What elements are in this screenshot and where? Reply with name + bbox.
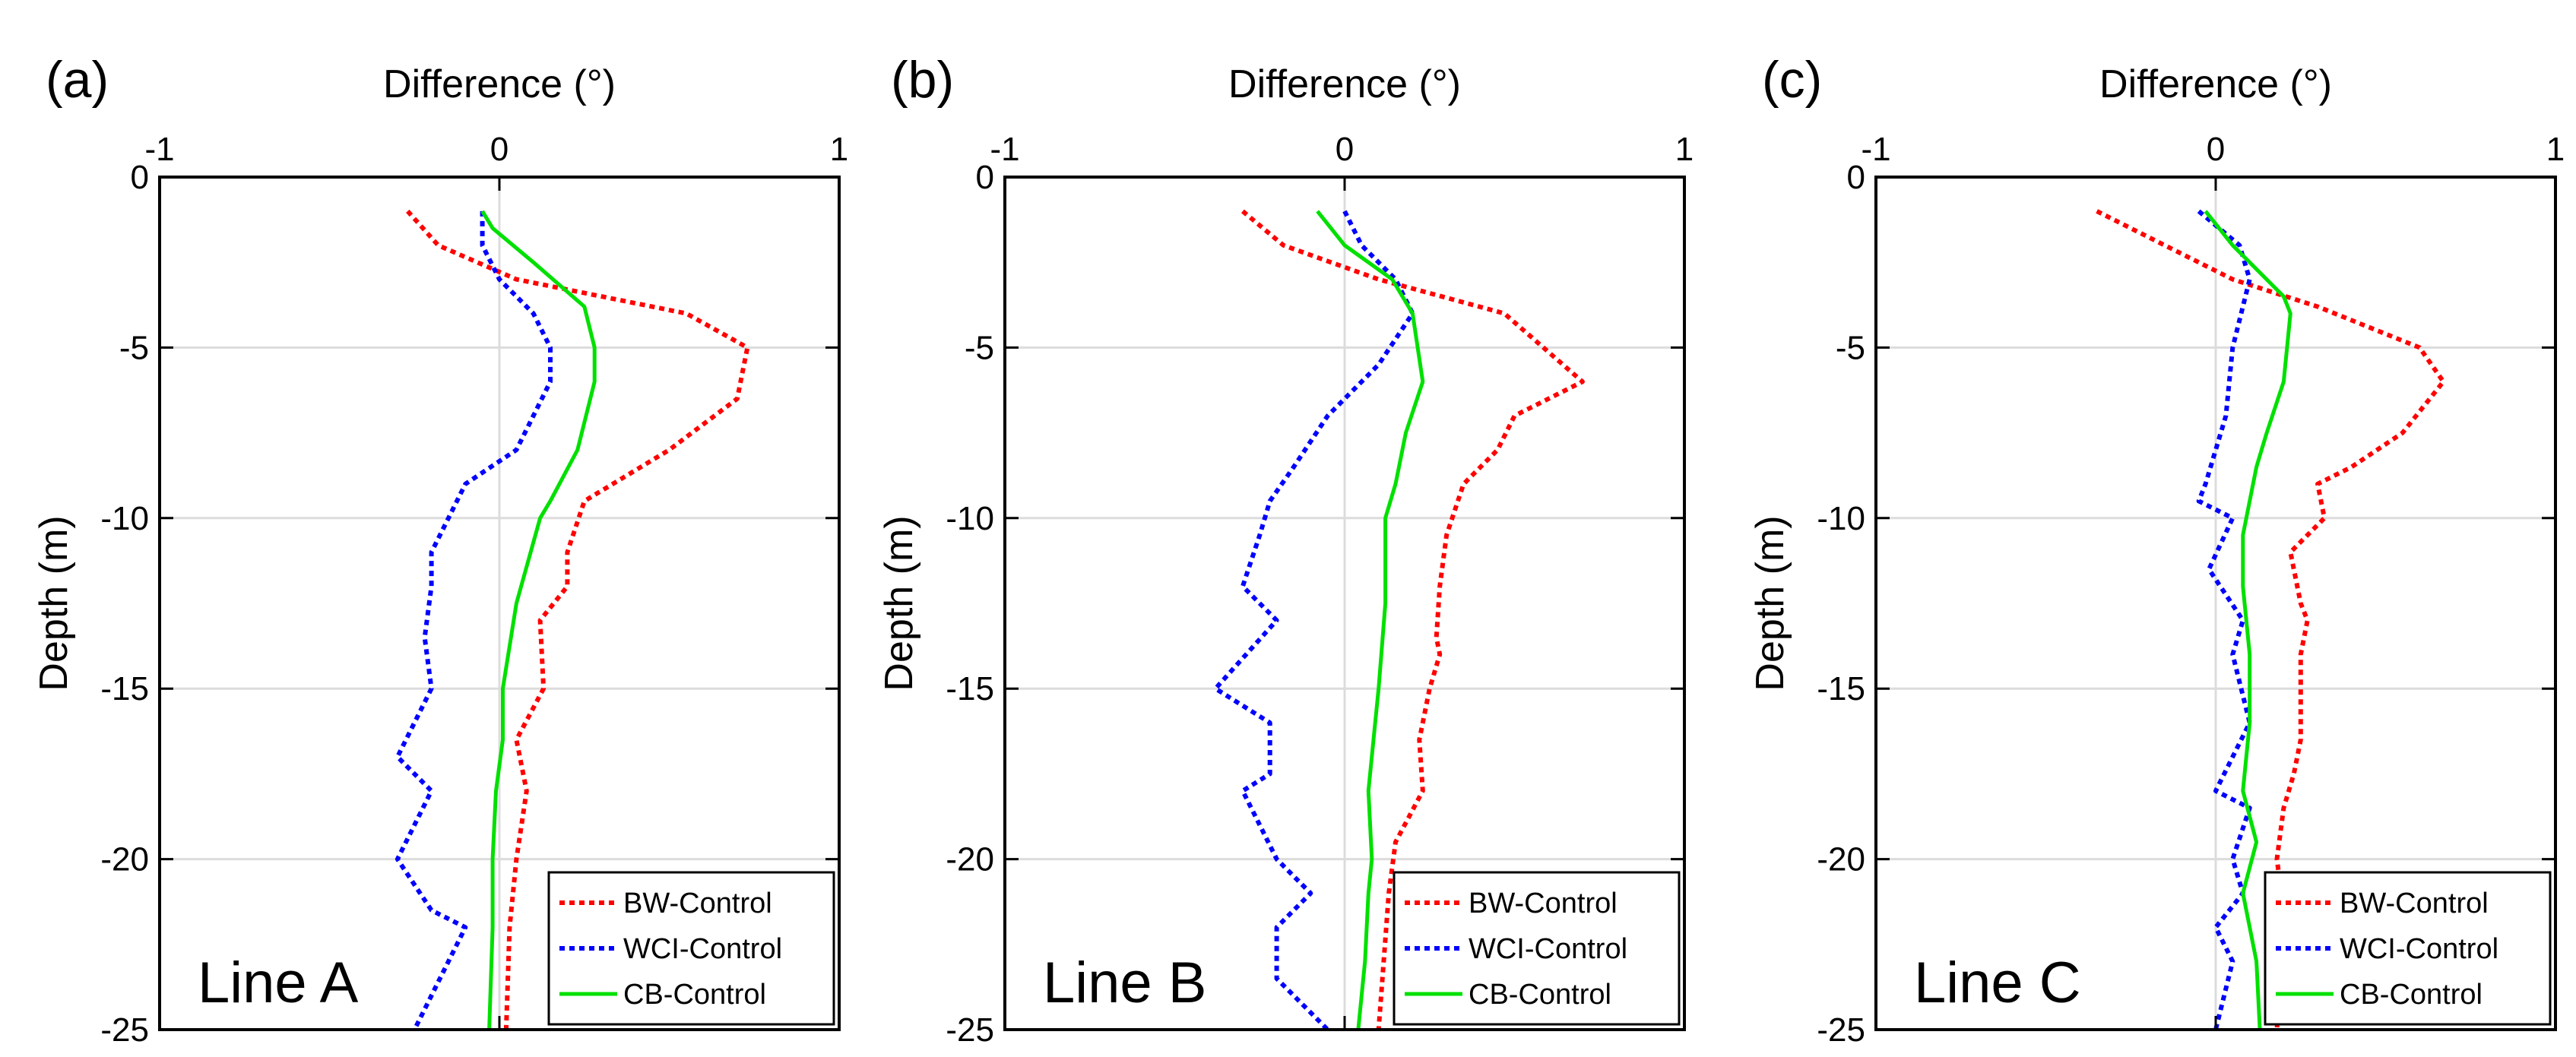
series-line-cb-control [2204,210,2292,1030]
x-tick-label: -1 [144,131,174,168]
y-axis-title: Depth (m) [877,515,921,691]
legend-label: WCI-Control [623,933,782,965]
series-line-bw-control [2096,209,2446,1030]
x-tick-label: 0 [2207,131,2225,168]
x-tick-label: 1 [1675,131,1694,168]
series-line-wci-control [394,210,553,1031]
legend-label: WCI-Control [1469,933,1627,965]
x-tick-label: 0 [490,131,509,168]
series-line-wci-control [2196,209,2252,1030]
x-tick-label: 1 [2546,131,2565,168]
y-tick-label: -10 [100,500,149,537]
legend-box [1393,871,1681,1026]
y-tick-label: -5 [965,329,994,366]
series-line-bw-control [406,209,750,1030]
legend-label: CB-Control [623,979,766,1011]
panel-label: (c) [1762,51,1822,109]
series-line-cb-control [480,210,597,1030]
x-tick-label: -1 [990,131,1019,168]
y-tick-label: -20 [100,841,149,878]
legend-label: CB-Control [2340,979,2483,1011]
y-axis-title: Depth (m) [32,515,76,691]
x-axis-title: Difference (°) [1228,62,1461,106]
y-tick-label: -20 [1817,841,1865,878]
panel-a: -1 0 10-5-10-15-20-25(a) Difference (°)Dept… [32,51,848,1049]
y-tick-label: -15 [1817,670,1865,707]
line-label: Line A [198,951,359,1015]
legend-label: BW-Control [1469,888,1618,919]
series-line-cb-control [1316,210,1425,1030]
legend-label: CB-Control [1469,979,1611,1011]
y-tick-label: -15 [946,670,994,707]
panel-label: (a) [46,51,109,109]
x-tick-label: 1 [830,131,848,168]
panel-c: -1 0 10-5-10-15-20-25(c) Difference (°)Dept… [1748,51,2565,1049]
y-tick-label: 0 [976,159,994,196]
y-tick-label: -25 [946,1011,994,1049]
y-tick-label: 0 [131,159,149,196]
y-tick-label: -5 [119,329,149,366]
y-tick-label: -25 [100,1011,149,1049]
series-line-wci-control [1213,210,1415,1032]
y-tick-label: 0 [1847,159,1865,196]
legend-label: WCI-Control [2340,933,2498,965]
series-line-bw-control [1240,209,1585,1030]
y-tick-label: -15 [100,670,149,707]
y-tick-label: -10 [1817,500,1865,537]
y-tick-label: -5 [1836,329,1865,366]
panel-label: (b) [891,51,954,109]
x-tick-label: -1 [1861,131,1890,168]
x-axis-title: Difference (°) [2099,62,2332,106]
legend-label: BW-Control [2340,888,2489,919]
panel-b: -1 0 10-5-10-15-20-25(b) Difference (°)Dept… [877,51,1694,1049]
legend-box [2264,871,2552,1026]
x-axis-title: Difference (°) [383,62,616,106]
line-label: Line B [1043,951,1207,1015]
y-tick-label: -25 [1817,1011,1865,1049]
y-axis-title: Depth (m) [1748,515,1792,691]
legend-box [547,871,835,1026]
line-label: Line C [1914,951,2081,1015]
legend-label: BW-Control [623,888,772,919]
x-tick-label: 0 [1336,131,1354,168]
y-tick-label: -20 [946,841,994,878]
y-tick-label: -10 [946,500,994,537]
